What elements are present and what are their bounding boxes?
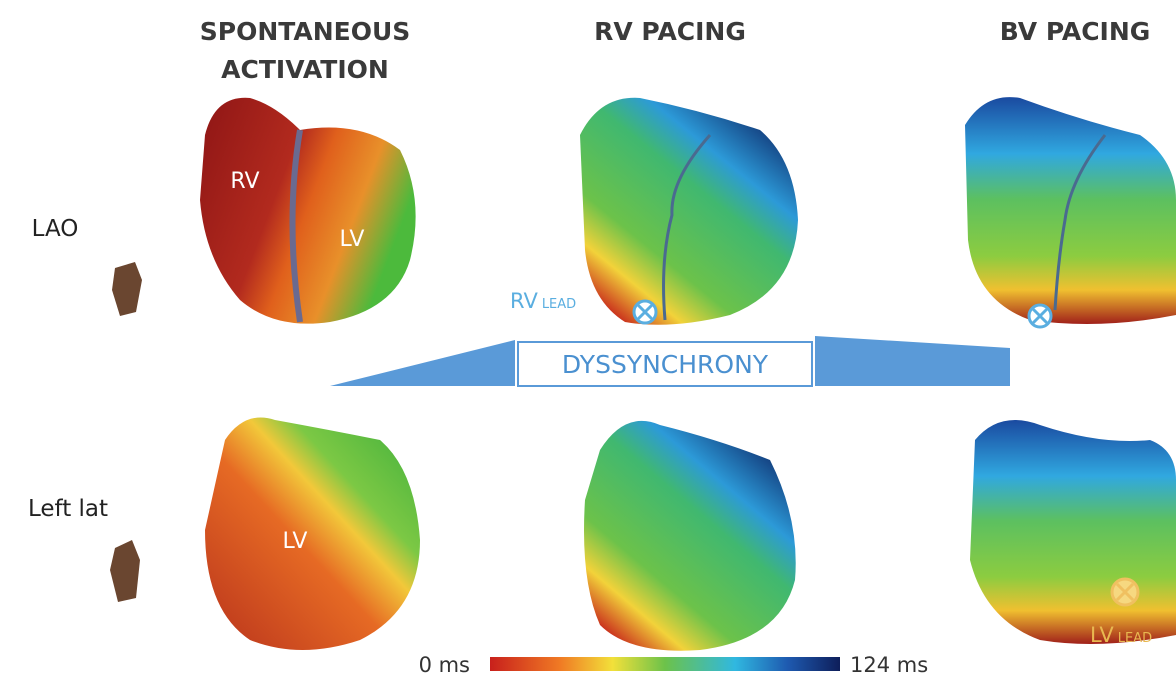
heart-label: LV: [283, 529, 308, 554]
heart-map: [965, 97, 1176, 324]
heart-map: [584, 421, 796, 651]
orientation-icon: [110, 540, 140, 602]
column-title: SPONTANEOUS: [200, 17, 411, 46]
banner-wedge: [330, 340, 515, 386]
row-label: LAO: [32, 216, 79, 242]
lead-label-main: LV: [1090, 623, 1114, 647]
orientation-icon: [112, 262, 142, 316]
row-label: Left lat: [28, 496, 108, 522]
scale-label: 124 ms: [850, 653, 928, 677]
color-scale: [490, 657, 840, 671]
banner-wedge: [815, 336, 1010, 386]
column-title: RV PACING: [594, 17, 746, 46]
lead-label-sub: LEAD: [1118, 631, 1152, 646]
heart-map: [205, 418, 420, 651]
heart-map: [200, 98, 416, 324]
heart-map: [580, 98, 798, 325]
lead-label-sub: LEAD: [542, 297, 576, 312]
column-title: ACTIVATION: [221, 55, 389, 84]
column-title: BV PACING: [1000, 17, 1151, 46]
banner-text: DYSSYNCHRONY: [562, 350, 769, 379]
lead-label-main: RV: [510, 289, 538, 313]
heart-label: LV: [340, 227, 365, 252]
scale-label: 0 ms: [419, 653, 470, 677]
lead-label: RV LEAD: [510, 289, 576, 313]
lead-marker: [1112, 579, 1138, 605]
heart-map: [970, 420, 1176, 644]
heart-label: RV: [230, 169, 259, 194]
figure: SPONTANEOUS ACTIVATION RV PACING BV PACI…: [0, 0, 1176, 691]
